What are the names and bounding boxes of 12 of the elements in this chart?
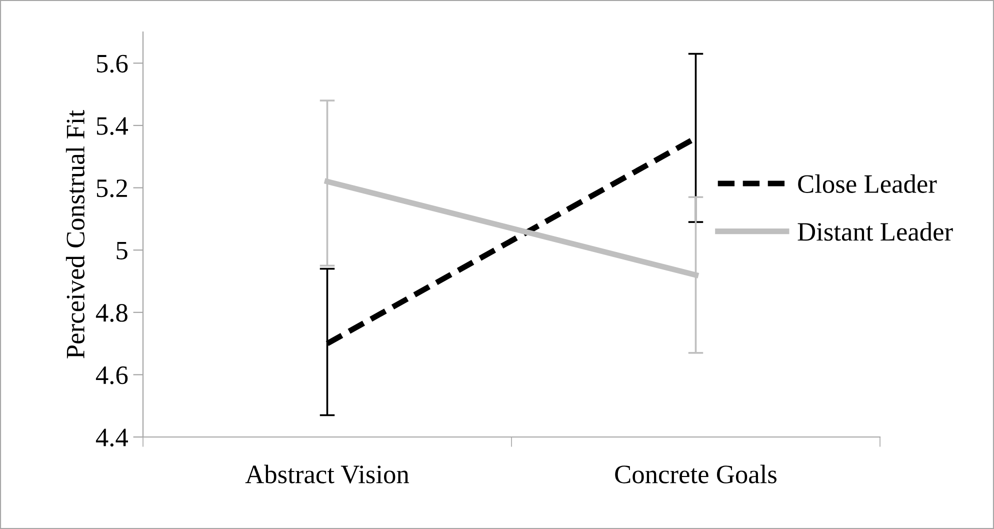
legend-label: Close Leader xyxy=(798,174,937,193)
y-tick-label: 5.6 xyxy=(96,54,128,73)
y-axis-title: Perceived Construal Fit xyxy=(66,110,85,358)
y-tick-label: 5 xyxy=(116,242,128,260)
y-tick-label: 4.6 xyxy=(96,366,128,384)
x-tick-label: Abstract Vision xyxy=(245,464,410,484)
y-tick-label: 4.8 xyxy=(96,304,128,322)
y-tick-label: 5.2 xyxy=(96,179,127,198)
legend-label: Distant Leader xyxy=(798,222,953,241)
y-tick-label: 4.4 xyxy=(96,428,128,447)
y-tick-label: 5.4 xyxy=(96,117,128,135)
x-tick-label: Concrete Goals xyxy=(615,464,776,484)
